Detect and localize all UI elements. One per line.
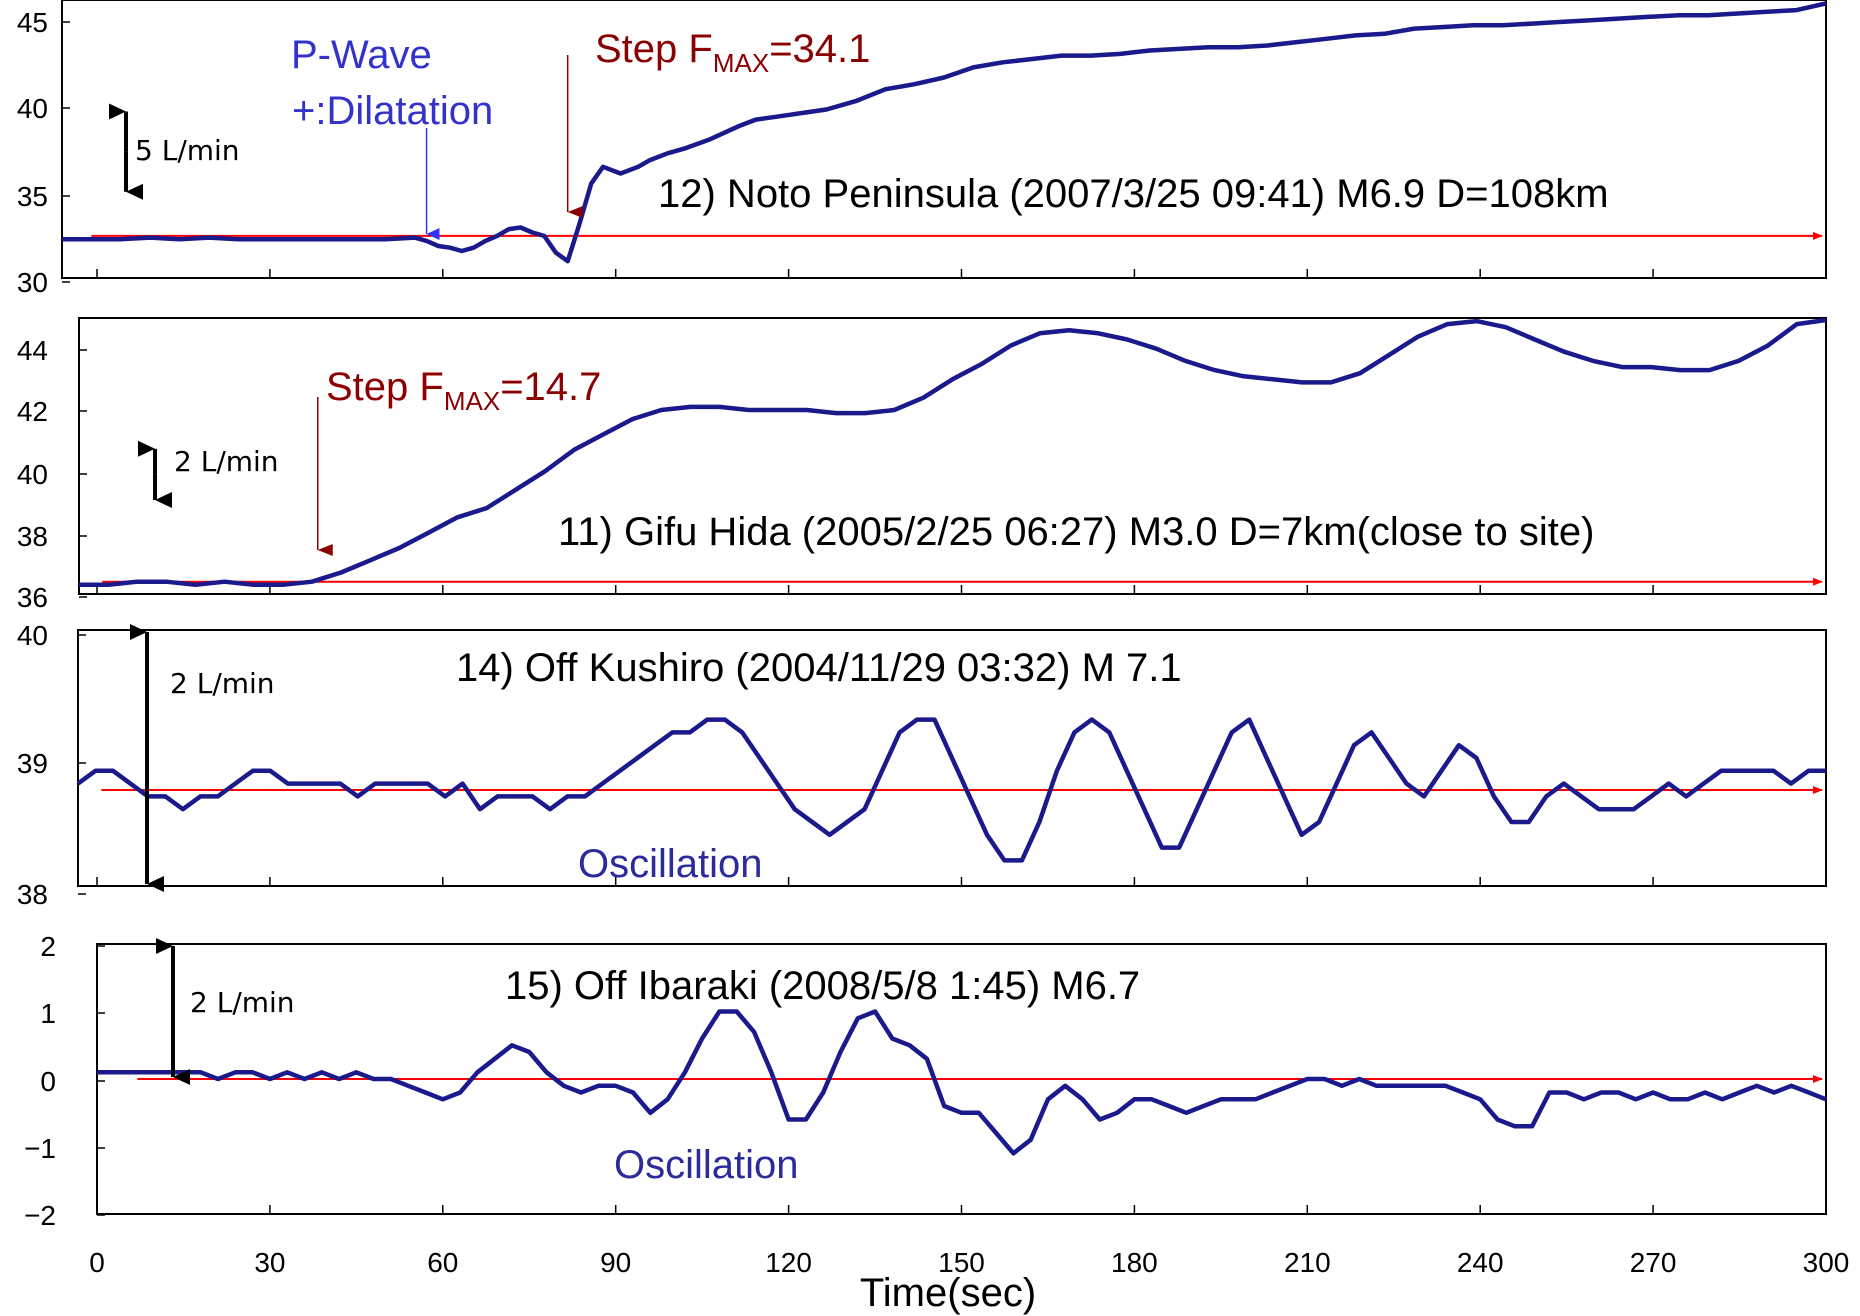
step-value: =14.7 bbox=[500, 365, 601, 409]
y-tick-label: 40 bbox=[17, 459, 48, 490]
x-tick-label: 300 bbox=[1803, 1247, 1850, 1278]
scale-label: 2 L/min bbox=[174, 445, 279, 478]
y-tick-label: 1 bbox=[40, 998, 56, 1029]
y-tick-label: 2 bbox=[40, 931, 56, 962]
y-tick-label: 39 bbox=[17, 748, 48, 779]
plot-frame bbox=[78, 317, 1827, 595]
y-tick-label: 45 bbox=[17, 7, 48, 38]
y-tick-label: 38 bbox=[17, 879, 48, 910]
oscillation-label: Oscillation bbox=[614, 1143, 799, 1187]
y-tick-label: −2 bbox=[24, 1200, 56, 1231]
x-tick-label: 60 bbox=[427, 1247, 458, 1278]
y-tick-label: −1 bbox=[24, 1133, 56, 1164]
panel-1: 30 35 40 45 12) Noto Peninsula (2007/3/25 09… bbox=[17, 0, 1827, 298]
step-prefix: Step F bbox=[326, 365, 444, 409]
panel-title: 14) Off Kushiro (2004/11/29 03:32) M 7.1 bbox=[456, 646, 1182, 690]
step-subscript: MAX bbox=[713, 48, 769, 78]
x-tick-label: 180 bbox=[1111, 1247, 1158, 1278]
x-tick-label: 270 bbox=[1630, 1247, 1677, 1278]
flow-trace bbox=[97, 1009, 1827, 1156]
y-tick-label: 30 bbox=[17, 267, 48, 298]
scale-label: 5 L/min bbox=[135, 134, 240, 167]
scale-label: 2 L/min bbox=[190, 986, 295, 1019]
y-tick-label: 44 bbox=[17, 335, 48, 366]
panel-3: 38 39 40 14) Off Kushiro (2004/11/29 03:32)… bbox=[17, 620, 1827, 910]
x-tick-label: 30 bbox=[254, 1247, 285, 1278]
step-subscript: MAX bbox=[444, 386, 500, 416]
panel-title: 11) Gifu Hida (2005/2/25 06:27) M3.0 D=7… bbox=[558, 510, 1594, 554]
x-tick-label: 210 bbox=[1284, 1247, 1331, 1278]
panel-title: 12) Noto Peninsula (2007/3/25 09:41) M6.… bbox=[658, 172, 1609, 216]
panel-2: 36 38 40 42 44 11) Gifu Hida (2005/2/25 06:27… bbox=[17, 317, 1827, 613]
panel-title: 15) Off Ibaraki (2008/5/8 1:45) M6.7 bbox=[505, 964, 1140, 1008]
dilatation-label: +:Dilatation bbox=[292, 89, 493, 133]
y-tick-label: 40 bbox=[17, 93, 48, 124]
y-tick-label: 35 bbox=[17, 181, 48, 212]
plot-frame bbox=[61, 0, 1827, 279]
plot-frame bbox=[77, 629, 1827, 887]
x-tick-label: 90 bbox=[600, 1247, 631, 1278]
flow-trace bbox=[76, 717, 1826, 863]
step-fmax-label: Step FMAX=14.7 bbox=[326, 365, 601, 416]
scale-label: 2 L/min bbox=[170, 667, 275, 700]
flow-trace bbox=[79, 317, 1827, 588]
y-tick-label: 36 bbox=[17, 582, 48, 613]
x-tick-label: 0 bbox=[89, 1247, 105, 1278]
y-tick-label: 40 bbox=[17, 620, 48, 651]
flow-trace bbox=[62, 1, 1827, 264]
x-axis: 0 30 60 90 120 150 180 210 240 270 300 Time(sec) bbox=[89, 1247, 1849, 1315]
x-tick-label: 120 bbox=[765, 1247, 812, 1278]
y-tick-label: 42 bbox=[17, 396, 48, 427]
oscillation-label: Oscillation bbox=[578, 842, 763, 886]
x-tick-label: 150 bbox=[938, 1247, 985, 1278]
y-tick-label: 38 bbox=[17, 521, 48, 552]
pwave-label: P-Wave bbox=[291, 33, 432, 77]
step-fmax-label: Step FMAX=34.1 bbox=[595, 27, 870, 78]
step-prefix: Step F bbox=[595, 27, 713, 71]
x-tick-label: 240 bbox=[1457, 1247, 1504, 1278]
step-value: =34.1 bbox=[769, 27, 870, 71]
y-tick-label: 0 bbox=[40, 1066, 56, 1097]
panel-4: 2 1 0 −1 −2 15) Off Ibaraki (2008/5/8 1:45) M… bbox=[24, 931, 1827, 1231]
x-axis-label: Time(sec) bbox=[860, 1271, 1036, 1315]
